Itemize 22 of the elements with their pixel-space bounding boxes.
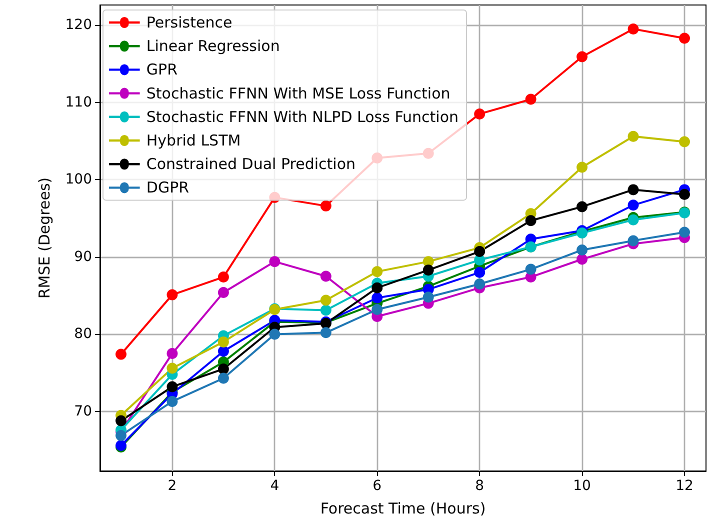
y-tick-label: 70 — [74, 403, 92, 420]
y-tick-label: 90 — [74, 248, 92, 265]
legend-label: DGPR — [146, 178, 190, 197]
x-tick-label: 4 — [270, 478, 280, 494]
x-tick-label: 12 — [676, 478, 694, 494]
x-tick-label: 8 — [475, 478, 484, 494]
y-axis-title: RMSE (Degrees) — [36, 177, 54, 299]
x-tick-label: 6 — [372, 478, 382, 494]
legend-label: Hybrid LSTM — [146, 132, 241, 150]
legend-label: Stochastic FFNN With MSE Loss Function — [146, 84, 450, 102]
y-tick-label: 80 — [74, 326, 92, 342]
y-tick-label: 100 — [65, 172, 92, 188]
legend-label: Persistence — [146, 14, 232, 32]
x-tick-label: 2 — [168, 478, 177, 494]
y-tick-label: 110 — [65, 94, 92, 110]
legend-label: Stochastic FFNN With NLPD Loss Function — [146, 108, 459, 126]
legend-label: GPR — [146, 60, 178, 79]
y-tick-label: 120 — [65, 17, 92, 34]
legend-label: Linear Regression — [146, 37, 280, 56]
x-tick-label: 10 — [573, 478, 591, 494]
x-axis-title: Forecast Time (Hours) — [320, 500, 486, 518]
legend-label: Constrained Dual Prediction — [146, 155, 356, 174]
